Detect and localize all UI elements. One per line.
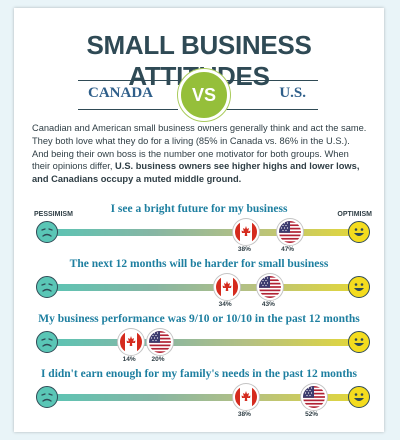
us-flag-icon <box>300 384 327 410</box>
sentiment-track <box>42 339 358 346</box>
survey-question: I didn't earn enough for my family's nee… <box>40 368 358 380</box>
sentiment-track <box>42 229 358 236</box>
survey-row: I didn't earn enough for my family's nee… <box>14 368 384 430</box>
banner-canada-label: CANADA <box>88 85 153 101</box>
sad-face-icon <box>36 276 58 298</box>
survey-question: The next 12 months will be harder for sm… <box>69 258 329 270</box>
banner-us-label: U.S. <box>279 85 306 101</box>
survey-question: I see a bright future for my business <box>110 203 288 215</box>
banner-rule-left <box>78 80 178 110</box>
survey-row: I see a bright future for my business 38… <box>14 203 384 265</box>
canada-flag-icon <box>233 384 260 410</box>
comparison-banner: CANADA U.S. VS <box>78 69 318 121</box>
intro-bold-text: U.S. business owners see higher highs an… <box>32 161 360 185</box>
canada-percent-label: 14% <box>122 356 136 363</box>
sentiment-track <box>42 284 358 291</box>
intro-paragraph: Canadian and American small business own… <box>32 122 368 186</box>
us-flag-icon <box>276 219 303 245</box>
sad-face-icon <box>36 221 58 243</box>
us-percent-label: 20% <box>151 356 165 363</box>
canada-percent-label: 38% <box>237 411 251 418</box>
canada-percent-label: 34% <box>218 301 232 308</box>
canada-flag-icon <box>233 219 260 245</box>
us-percent-label: 43% <box>261 301 275 308</box>
survey-row: The next 12 months will be harder for sm… <box>14 258 384 320</box>
canada-flag-icon <box>118 329 145 355</box>
us-flag-icon <box>257 274 284 300</box>
sad-face-icon <box>36 386 58 408</box>
intro-text: Canadian and American small business own… <box>32 123 367 172</box>
canada-flag-icon <box>214 274 241 300</box>
survey-row: My business performance was 9/10 or 10/1… <box>14 313 384 375</box>
pessimism-label: PESSIMISM <box>34 211 73 218</box>
banner-rule-right <box>218 80 318 110</box>
infographic-card: SMALL BUSINESS ATTITUDES CANADA U.S. VS … <box>14 8 384 432</box>
happy-face-icon <box>348 221 370 243</box>
us-percent-label: 47% <box>281 246 295 253</box>
canada-percent-label: 38% <box>237 246 251 253</box>
happy-face-icon <box>348 276 370 298</box>
vs-badge: VS <box>178 69 230 121</box>
survey-question: My business performance was 9/10 or 10/1… <box>38 313 360 325</box>
us-percent-label: 52% <box>305 411 319 418</box>
us-flag-icon <box>147 329 173 355</box>
optimism-label: OPTIMISM <box>337 211 372 218</box>
sad-face-icon <box>36 331 58 353</box>
happy-face-icon <box>348 331 370 353</box>
happy-face-icon <box>348 386 370 408</box>
sentiment-track <box>42 394 358 401</box>
